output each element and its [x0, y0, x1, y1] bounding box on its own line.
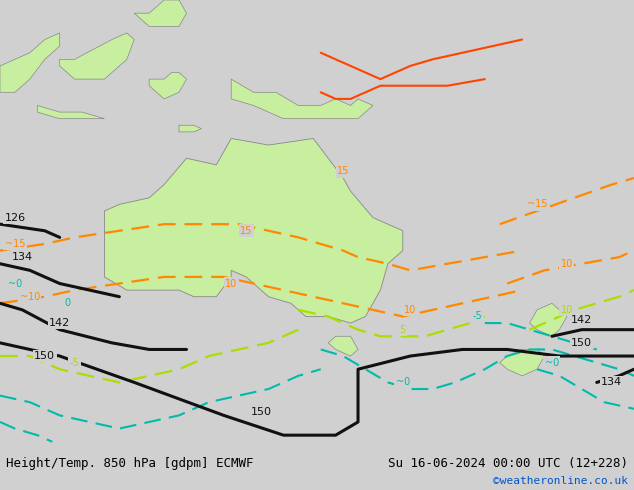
Text: ~0: ~0	[545, 358, 559, 368]
Text: ©weatheronline.co.uk: ©weatheronline.co.uk	[493, 476, 628, 486]
Polygon shape	[529, 303, 567, 336]
Polygon shape	[149, 73, 186, 99]
Text: 15: 15	[337, 167, 349, 176]
Polygon shape	[500, 349, 545, 376]
Text: Height/Temp. 850 hPa [gdpm] ECMWF: Height/Temp. 850 hPa [gdpm] ECMWF	[6, 457, 254, 469]
Text: 142: 142	[49, 318, 70, 328]
Text: 10: 10	[560, 259, 573, 269]
Text: 150: 150	[571, 338, 592, 348]
Text: 15: 15	[240, 226, 252, 236]
Polygon shape	[134, 0, 186, 26]
Polygon shape	[60, 33, 134, 79]
Text: 0: 0	[64, 298, 70, 308]
Text: Su 16-06-2024 00:00 UTC (12+228): Su 16-06-2024 00:00 UTC (12+228)	[387, 457, 628, 469]
Text: ~0: ~0	[8, 278, 22, 289]
Text: 10: 10	[404, 305, 417, 315]
Polygon shape	[179, 125, 202, 132]
Polygon shape	[328, 336, 358, 356]
Text: 10: 10	[225, 278, 237, 289]
Text: 134: 134	[601, 377, 622, 388]
Text: 126: 126	[4, 213, 25, 222]
Text: ~10: ~10	[20, 292, 40, 302]
Text: ~0: ~0	[396, 377, 410, 388]
Text: -5: -5	[472, 312, 482, 321]
Text: 150: 150	[34, 351, 55, 361]
Text: 10: 10	[560, 305, 573, 315]
Polygon shape	[0, 33, 60, 92]
Text: 150: 150	[250, 407, 271, 417]
Text: ~15: ~15	[527, 199, 547, 209]
Text: 5: 5	[399, 325, 406, 335]
Polygon shape	[37, 105, 105, 119]
Polygon shape	[231, 79, 373, 119]
Text: -5: -5	[70, 358, 79, 368]
Text: 134: 134	[12, 252, 33, 262]
Polygon shape	[105, 139, 403, 323]
Text: ~15: ~15	[4, 239, 25, 249]
Text: 142: 142	[571, 315, 592, 325]
